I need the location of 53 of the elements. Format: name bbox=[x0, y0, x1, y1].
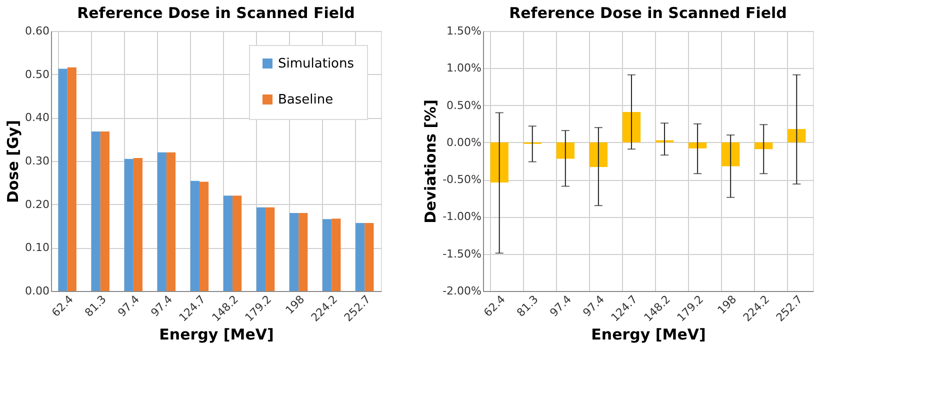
bar bbox=[157, 152, 166, 291]
y-tick-label: -1.00% bbox=[442, 210, 482, 224]
bar bbox=[124, 158, 134, 291]
y-tick-label: -0.50% bbox=[442, 173, 482, 186]
bar bbox=[722, 142, 740, 166]
bar bbox=[133, 158, 142, 291]
bar bbox=[490, 142, 508, 183]
bar bbox=[589, 142, 608, 167]
bar bbox=[58, 68, 68, 291]
bar bbox=[199, 182, 209, 291]
chart-title: Reference Dose in Scanned Field bbox=[77, 4, 355, 22]
y-tick-label: 0.00% bbox=[446, 136, 482, 149]
y-tick-label: 0.10 bbox=[25, 241, 50, 254]
y-tick-label: 0.50% bbox=[446, 98, 482, 112]
bar bbox=[223, 196, 233, 291]
y-tick-label: 0.30 bbox=[25, 154, 50, 168]
bar bbox=[688, 142, 707, 148]
y-tick-label: 0.40 bbox=[25, 111, 50, 124]
y-tick-label: 0.20 bbox=[25, 198, 50, 211]
bar bbox=[322, 219, 332, 291]
y-tick-label: 1.50% bbox=[446, 24, 482, 38]
y-tick-label: 0.50 bbox=[25, 68, 50, 81]
bar bbox=[556, 142, 574, 159]
legend-label: Baseline bbox=[278, 92, 334, 108]
bar bbox=[364, 222, 374, 291]
y-tick-label: 0.00 bbox=[25, 284, 50, 298]
bar bbox=[622, 112, 641, 142]
bar bbox=[91, 132, 100, 291]
bar bbox=[256, 207, 266, 291]
y-tick-label: 0.60 bbox=[25, 24, 50, 38]
x-axis-title: Energy [MeV] bbox=[159, 326, 274, 344]
y-tick-label: 1.00% bbox=[446, 62, 482, 75]
y-tick-label: -2.00% bbox=[442, 284, 482, 298]
bar bbox=[266, 207, 275, 291]
bar bbox=[166, 152, 176, 291]
bar bbox=[356, 222, 365, 291]
x-tick-label: 198 bbox=[715, 292, 740, 317]
bar bbox=[67, 67, 76, 291]
bar bbox=[788, 129, 806, 142]
bar bbox=[298, 213, 308, 291]
x-tick-label: 198 bbox=[283, 292, 308, 317]
legend-label: Simulations bbox=[278, 56, 354, 72]
bar bbox=[332, 218, 341, 291]
bar bbox=[290, 213, 299, 291]
y-tick-label: -1.50% bbox=[442, 247, 482, 260]
bar bbox=[100, 132, 110, 291]
bar bbox=[754, 142, 773, 150]
bar bbox=[190, 180, 200, 291]
bar bbox=[232, 196, 242, 291]
y-axis-title: Dose [Gy] bbox=[4, 120, 22, 203]
x-axis-title: Energy [MeV] bbox=[591, 326, 706, 344]
y-axis-title: Deviations [%] bbox=[422, 100, 440, 224]
chart-title: Reference Dose in Scanned Field bbox=[509, 4, 787, 22]
